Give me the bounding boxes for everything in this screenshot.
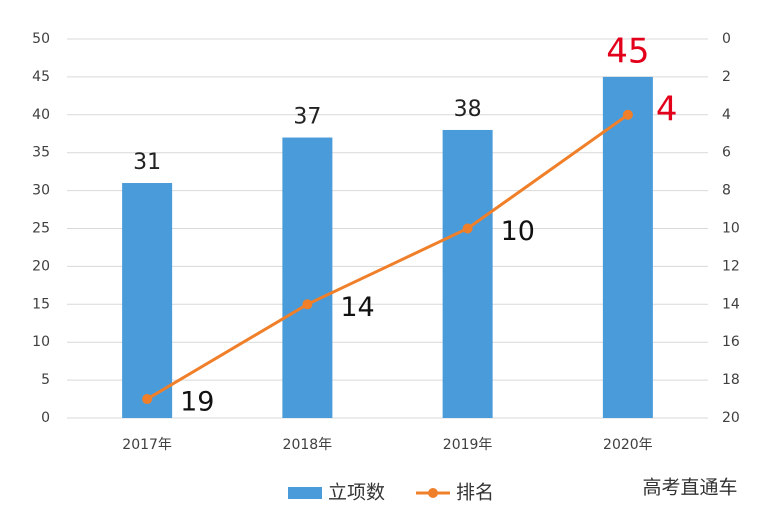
y-tick-label: 15 [32,296,50,312]
y2-tick-label: 8 [722,183,731,199]
x-tick-label: 2020年 [603,437,653,453]
legend-swatch [288,487,322,499]
y2-tick-label: 18 [722,372,740,388]
y2-tick-label: 2 [722,69,731,85]
y-tick-label: 5 [41,372,50,388]
y2-tick-label: 0 [722,31,731,47]
line-point [302,299,313,310]
line-point [622,109,633,120]
y2-tick-label: 14 [722,296,740,312]
y2-tick-label: 6 [722,145,731,161]
y-tick-label: 25 [32,221,50,237]
y2-tick-label: 10 [722,221,740,237]
legend-label: 立项数 [328,482,385,504]
y-tick-label: 10 [32,334,50,350]
bar-value-label: 38 [454,97,482,122]
y2-tick-label: 12 [722,258,740,274]
watermark: 高考直通车 [642,477,737,499]
legend-swatch [428,488,438,498]
line [146,113,629,401]
line-value-label: 4 [656,89,678,129]
legend-label: 排名 [456,482,494,504]
bar [282,137,333,419]
bar-value-label: 31 [133,150,161,175]
bar [602,76,653,419]
line-value-label: 19 [180,387,214,418]
y2-tick-label: 16 [722,334,740,350]
y-tick-label: 45 [32,69,50,85]
line-point [462,223,473,234]
line-value-label: 10 [501,216,535,247]
line-point [142,394,153,405]
bar [122,183,173,418]
y2-tick-label: 20 [722,410,740,426]
bar-value-label: 45 [606,31,649,71]
y-tick-label: 0 [41,410,50,426]
bar-value-label: 37 [293,105,321,130]
x-tick-label: 2017年 [122,437,172,453]
y-tick-label: 30 [32,183,50,199]
y-tick-label: 35 [32,145,50,161]
x-tick-label: 2019年 [443,437,493,453]
y-tick-label: 50 [32,31,50,47]
x-tick-label: 2018年 [283,437,333,453]
line-value-label: 14 [340,292,374,323]
y-tick-label: 20 [32,258,50,274]
y-tick-label: 40 [32,107,50,123]
bar [442,129,493,418]
y2-tick-label: 4 [722,107,731,123]
